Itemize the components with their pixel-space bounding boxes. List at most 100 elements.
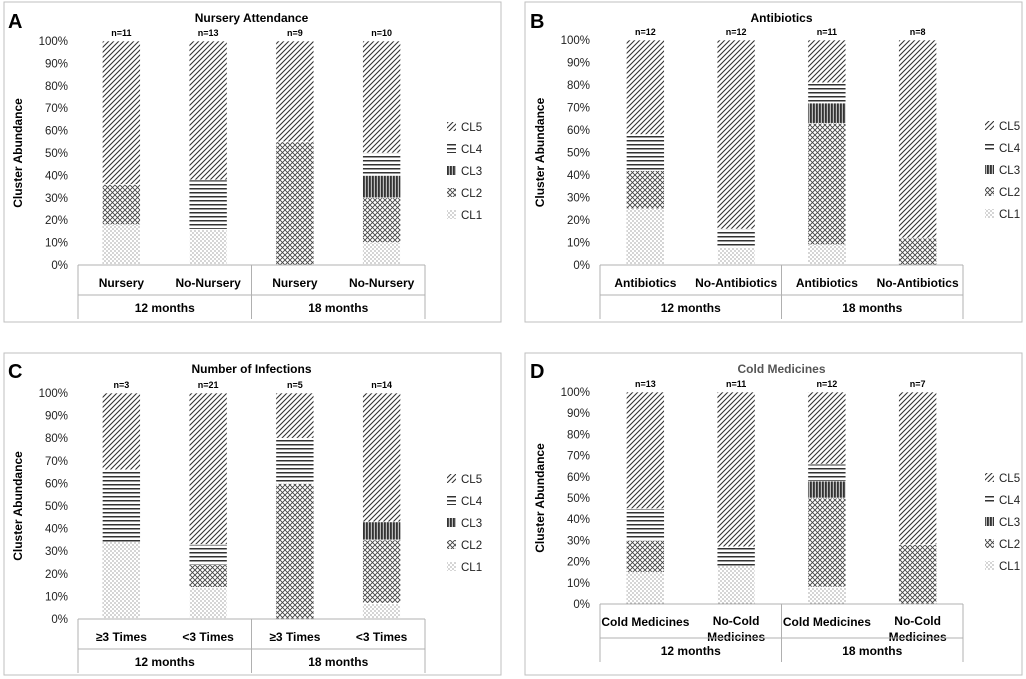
legend-label: CL2 xyxy=(999,187,1020,199)
y-axis-label: Cluster Abundance xyxy=(533,97,547,207)
y-tick-label: 50% xyxy=(45,148,68,160)
legend-label: CL2 xyxy=(999,539,1020,551)
bar-segment-cl3 xyxy=(362,175,401,199)
bar-segment-cl5 xyxy=(807,391,847,465)
bar-segment-cl1 xyxy=(188,228,228,266)
n-label: n=14 xyxy=(371,380,392,390)
bar-segment-cl4 xyxy=(275,437,315,484)
y-tick-label: 0% xyxy=(573,260,590,272)
legend-label: CL3 xyxy=(999,517,1020,529)
y-axis-label: Cluster Abundance xyxy=(11,98,25,208)
bar-segment-cl5 xyxy=(102,392,141,471)
n-label: n=11 xyxy=(111,28,131,38)
y-tick-label: 10% xyxy=(45,238,68,250)
legend-label: CL2 xyxy=(461,188,482,200)
bar-segment-cl1 xyxy=(716,246,756,266)
legend-swatch-cl2 xyxy=(985,539,994,548)
n-label: n=13 xyxy=(198,28,219,38)
legend-swatch-cl1 xyxy=(985,561,994,570)
y-tick-label: 80% xyxy=(45,81,68,93)
legend-label: CL5 xyxy=(461,122,482,134)
y-tick-label: 60% xyxy=(45,478,68,490)
y-tick-label: 40% xyxy=(45,170,68,182)
bar-segment-cl4 xyxy=(716,546,756,567)
panel-frame xyxy=(524,352,1023,676)
bar-segment-cl2 xyxy=(362,539,401,604)
bar-segment-cl4 xyxy=(807,463,847,482)
category-label: Antibiotics xyxy=(614,276,676,290)
y-tick-label: 0% xyxy=(573,599,590,611)
y-axis-label: Cluster Abundance xyxy=(11,451,25,561)
bar-segment-cl1 xyxy=(102,541,141,620)
group-label: 12 months xyxy=(661,644,721,658)
y-tick-label: 40% xyxy=(567,170,590,182)
category-label: Medicines xyxy=(707,630,765,644)
legend-swatch-cl2 xyxy=(447,540,456,549)
legend-label: CL3 xyxy=(461,166,482,178)
legend-swatch-cl2 xyxy=(447,188,456,197)
bar-segment-cl3 xyxy=(362,521,401,541)
category-label: Medicines xyxy=(889,630,947,644)
y-tick-label: 70% xyxy=(45,103,68,115)
bar-segment-cl4 xyxy=(716,228,756,248)
y-tick-label: 100% xyxy=(561,387,590,399)
legend-swatch-cl3 xyxy=(985,165,994,174)
y-tick-label: 30% xyxy=(45,546,68,558)
y-tick-label: 70% xyxy=(567,103,590,115)
bar-segment-cl5 xyxy=(716,39,756,230)
bar-segment-cl2 xyxy=(275,141,315,266)
group-label: 12 months xyxy=(661,301,721,315)
bar-segment-cl2 xyxy=(807,497,847,588)
legend-label: CL2 xyxy=(461,540,482,552)
bar-segment-cl1 xyxy=(362,242,401,266)
bar-segment-cl5 xyxy=(898,391,937,545)
y-tick-label: 100% xyxy=(39,388,68,400)
category-label: No-Antibiotics xyxy=(695,276,777,290)
group-label: 12 months xyxy=(135,301,195,315)
legend-swatch-cl4 xyxy=(447,496,456,505)
legend-label: CL1 xyxy=(461,562,482,574)
bar-segment-cl2 xyxy=(807,122,847,246)
group-label: 12 months xyxy=(135,655,195,669)
legend-swatch-cl5 xyxy=(985,121,994,130)
y-tick-label: 10% xyxy=(567,578,590,590)
legend-swatch-cl1 xyxy=(447,562,456,571)
bar-segment-cl5 xyxy=(275,40,315,143)
chart-title: Number of Infections xyxy=(191,362,311,376)
bar-segment-cl5 xyxy=(362,392,401,523)
bar-segment-cl2 xyxy=(898,237,937,266)
legend-swatch-cl5 xyxy=(447,122,456,131)
y-tick-label: 20% xyxy=(45,569,68,581)
y-tick-label: 100% xyxy=(561,35,590,47)
y-tick-label: 50% xyxy=(567,493,590,505)
bar-segment-cl1 xyxy=(716,565,756,605)
category-label: <3 Times xyxy=(356,630,408,644)
panel-letter: B xyxy=(530,11,544,33)
y-tick-label: 60% xyxy=(567,125,590,137)
y-tick-label: 0% xyxy=(51,614,68,626)
bar-segment-cl3 xyxy=(807,480,847,499)
n-label: n=3 xyxy=(113,380,129,390)
bar-segment-cl5 xyxy=(626,391,665,509)
bar-segment-cl2 xyxy=(626,170,665,210)
y-tick-label: 80% xyxy=(567,80,590,92)
y-axis-label: Cluster Abundance xyxy=(533,443,547,553)
group-label: 18 months xyxy=(842,644,902,658)
legend-label: CL3 xyxy=(999,165,1020,177)
y-tick-label: 70% xyxy=(567,451,590,463)
y-tick-label: 60% xyxy=(45,126,68,138)
legend-swatch-cl2 xyxy=(985,187,994,196)
panel-letter: C xyxy=(8,361,22,383)
bar-segment-cl2 xyxy=(188,564,228,588)
panel-letter: D xyxy=(530,361,544,383)
n-label: n=11 xyxy=(726,379,746,389)
n-label: n=11 xyxy=(817,27,837,37)
legend-swatch-cl5 xyxy=(447,474,456,483)
panel-frame xyxy=(3,352,502,676)
bar-segment-cl4 xyxy=(626,134,665,171)
bar-segment-cl3 xyxy=(807,102,847,124)
y-tick-label: 80% xyxy=(567,429,590,441)
y-tick-label: 50% xyxy=(567,148,590,160)
legend-label: CL5 xyxy=(999,121,1020,133)
